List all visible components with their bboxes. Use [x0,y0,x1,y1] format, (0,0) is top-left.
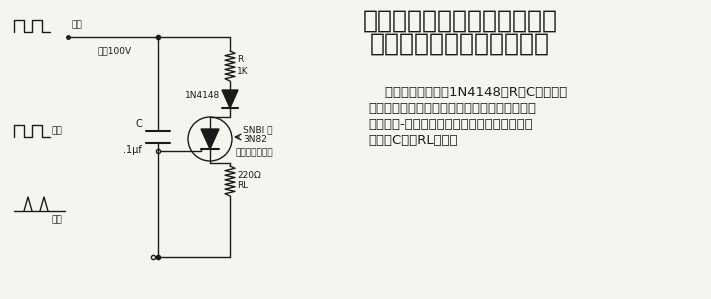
Text: 提供阳极-控制极电流，用以触发可控硅开关导: 提供阳极-控制极电流，用以触发可控硅开关导 [368,118,533,131]
Text: 输入: 输入 [52,126,63,135]
Text: 输入: 输入 [72,20,82,29]
Text: 正向输入信号通过1N4148和R对C充电。二: 正向输入信号通过1N4148和R对C充电。二 [368,86,567,99]
Text: 率损耗检测器，峰值检波器: 率损耗检测器，峰值检波器 [370,32,550,56]
Polygon shape [201,129,219,149]
Text: 通，使C通过RL放电。: 通，使C通过RL放电。 [368,134,458,147]
Text: C: C [135,119,142,129]
Text: 高达100V: 高达100V [98,47,132,56]
Text: 220Ω: 220Ω [237,172,261,181]
Text: 1N4148: 1N4148 [185,91,220,100]
Text: SNBl 或: SNBl 或 [243,126,272,135]
Text: .1μf: .1μf [123,145,142,155]
Text: 输出: 输出 [52,216,63,225]
Text: （视电压而定）: （视电压而定） [235,149,272,158]
Text: 极管使可控硅开关保持关闭状态。负向输入信号: 极管使可控硅开关保持关闭状态。负向输入信号 [368,102,536,115]
Text: 1K: 1K [237,66,249,76]
Text: R: R [237,56,243,65]
Text: 测速仪，单个脉冲发生器，功: 测速仪，单个脉冲发生器，功 [363,9,557,33]
Polygon shape [222,90,238,108]
Text: RL: RL [237,181,248,190]
Text: 3N82: 3N82 [243,135,267,144]
